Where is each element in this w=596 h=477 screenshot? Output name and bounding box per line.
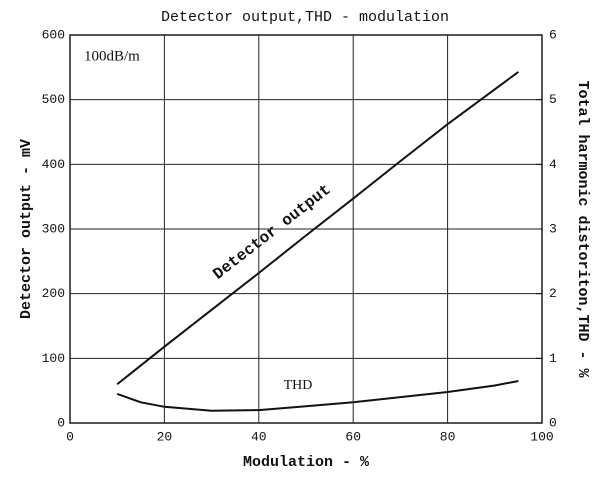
y-axis-label: Detector output - mV (18, 139, 35, 319)
y2-tick-label: 1 (549, 351, 557, 366)
y2-tick-label: 6 (549, 27, 557, 42)
y-tick-label: 500 (42, 92, 65, 107)
line-series (116, 380, 519, 412)
y2-tick-label: 3 (549, 221, 557, 236)
series-label: THD (284, 378, 313, 393)
y2-tick-label: 4 (549, 157, 557, 172)
annotation: 100dB/m (84, 48, 140, 64)
y2-axis-label: Total harmonic distoriton,THD - % (574, 80, 591, 378)
chart-title: Detector output,THD - modulation (161, 9, 449, 26)
y2-tick-label: 2 (549, 286, 557, 301)
y-tick-label: 0 (57, 415, 65, 430)
y-tick-label: 300 (42, 221, 65, 236)
y2-tick-label: 5 (549, 92, 557, 107)
x-tick-label: 20 (157, 429, 173, 444)
x-tick-label: 80 (440, 429, 456, 444)
y2-tick-label: 0 (549, 415, 557, 430)
y-tick-label: 200 (42, 286, 65, 301)
y-tick-label: 600 (42, 27, 65, 42)
x-tick-label: 60 (345, 429, 361, 444)
line-series (116, 71, 519, 385)
y-tick-label: 400 (42, 157, 65, 172)
series-label: Detector output (210, 181, 335, 284)
x-tick-label: 0 (66, 429, 74, 444)
x-tick-label: 40 (251, 429, 267, 444)
y-tick-label: 100 (42, 351, 65, 366)
x-tick-label: 100 (530, 429, 553, 444)
x-axis-label: Modulation - % (243, 454, 370, 471)
